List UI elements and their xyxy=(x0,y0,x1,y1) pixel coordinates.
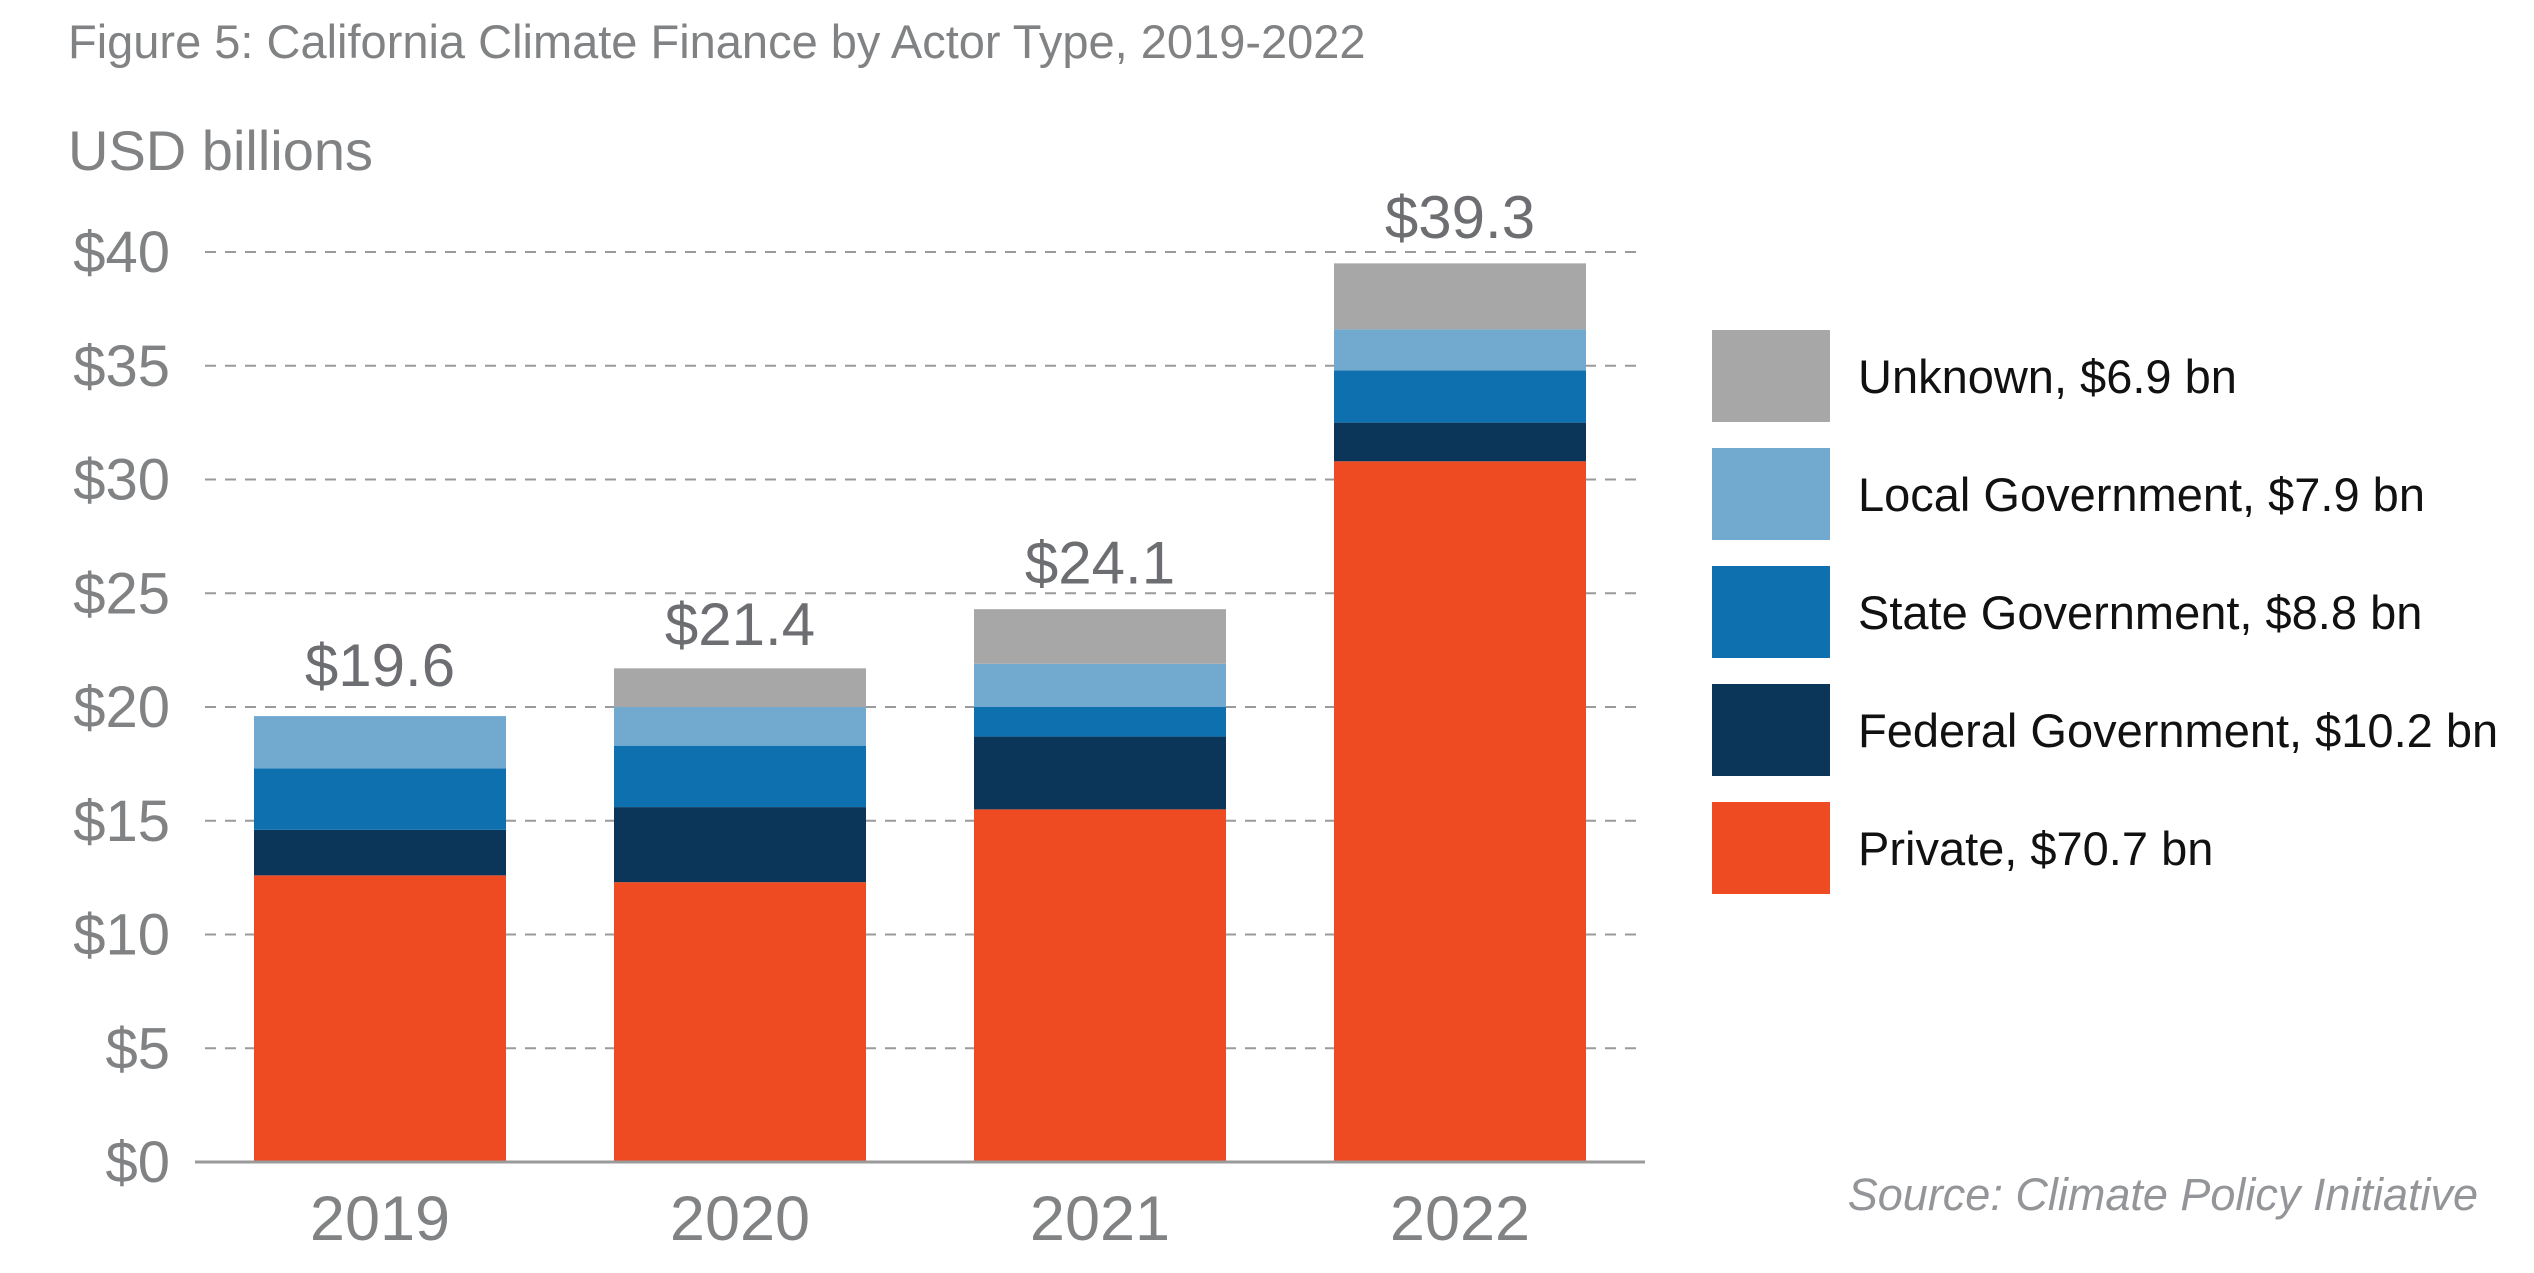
y-tick-label: $35 xyxy=(73,334,170,399)
y-axis-label: USD billions xyxy=(68,119,373,182)
y-tick-label: $0 xyxy=(105,1130,170,1195)
legend-label: Unknown, $6.9 bn xyxy=(1858,350,2237,403)
bar-total-label: $19.6 xyxy=(305,632,455,699)
bar-segment xyxy=(614,707,866,746)
legend-swatch xyxy=(1712,684,1830,776)
bar-total-label: $21.4 xyxy=(665,591,815,658)
bar-segment xyxy=(1334,461,1586,1162)
bar-total-label: $39.3 xyxy=(1385,184,1535,251)
y-tick-label: $20 xyxy=(73,675,170,740)
legend-label: Private, $70.7 bn xyxy=(1858,822,2213,875)
legend-swatch xyxy=(1712,802,1830,894)
bar-segment xyxy=(614,745,866,808)
y-tick-label: $30 xyxy=(73,448,170,513)
bar-segment xyxy=(1334,263,1586,330)
x-category-label: 2022 xyxy=(1390,1184,1530,1254)
bars xyxy=(254,263,1586,1162)
y-tick-label: $40 xyxy=(73,220,170,285)
x-axis-categories: 2019 2020 2021 2022 xyxy=(310,1184,1530,1254)
bar-segment xyxy=(1334,370,1586,423)
bar-segment xyxy=(254,716,506,769)
y-tick-label: $10 xyxy=(73,903,170,968)
legend-label: State Government, $8.8 bn xyxy=(1858,586,2422,639)
bar-segment xyxy=(974,609,1226,664)
figure-title: Figure 5: California Climate Finance by … xyxy=(68,15,1366,68)
bar-segment xyxy=(614,668,866,707)
x-category-label: 2021 xyxy=(1030,1184,1170,1254)
y-tick-label: $5 xyxy=(105,1016,170,1081)
bar-segment xyxy=(974,663,1226,707)
y-tick-label: $25 xyxy=(73,561,170,626)
legend-swatch xyxy=(1712,330,1830,422)
x-category-label: 2019 xyxy=(310,1184,450,1254)
legend-label: Federal Government, $10.2 bn xyxy=(1858,704,2498,757)
bar-segment xyxy=(254,768,506,830)
legend-label: Local Government, $7.9 bn xyxy=(1858,468,2425,521)
bar-segment xyxy=(254,875,506,1162)
legend-swatch xyxy=(1712,566,1830,658)
bar-segment xyxy=(1334,329,1586,371)
bar-segment xyxy=(614,882,866,1162)
bar-segment xyxy=(974,736,1226,810)
bar-total-label: $24.1 xyxy=(1025,530,1175,597)
bar-segment xyxy=(974,809,1226,1162)
y-tick-label: $15 xyxy=(73,789,170,854)
bar-segment xyxy=(1334,422,1586,462)
bar-segment xyxy=(974,707,1226,737)
bar-segment xyxy=(614,807,866,883)
legend: Unknown, $6.9 bn Local Government, $7.9 b… xyxy=(1712,330,2498,894)
x-category-label: 2020 xyxy=(670,1184,810,1254)
source-note: Source: Climate Policy Initiative xyxy=(1848,1169,2478,1220)
legend-swatch xyxy=(1712,448,1830,540)
y-axis-ticks: $0 $5 $10 $15 $20 $25 $30 $35 $40 xyxy=(73,220,170,1195)
bar-segment xyxy=(254,829,506,876)
bar-total-labels: $19.6 $21.4 $24.1 $39.3 xyxy=(305,184,1535,699)
